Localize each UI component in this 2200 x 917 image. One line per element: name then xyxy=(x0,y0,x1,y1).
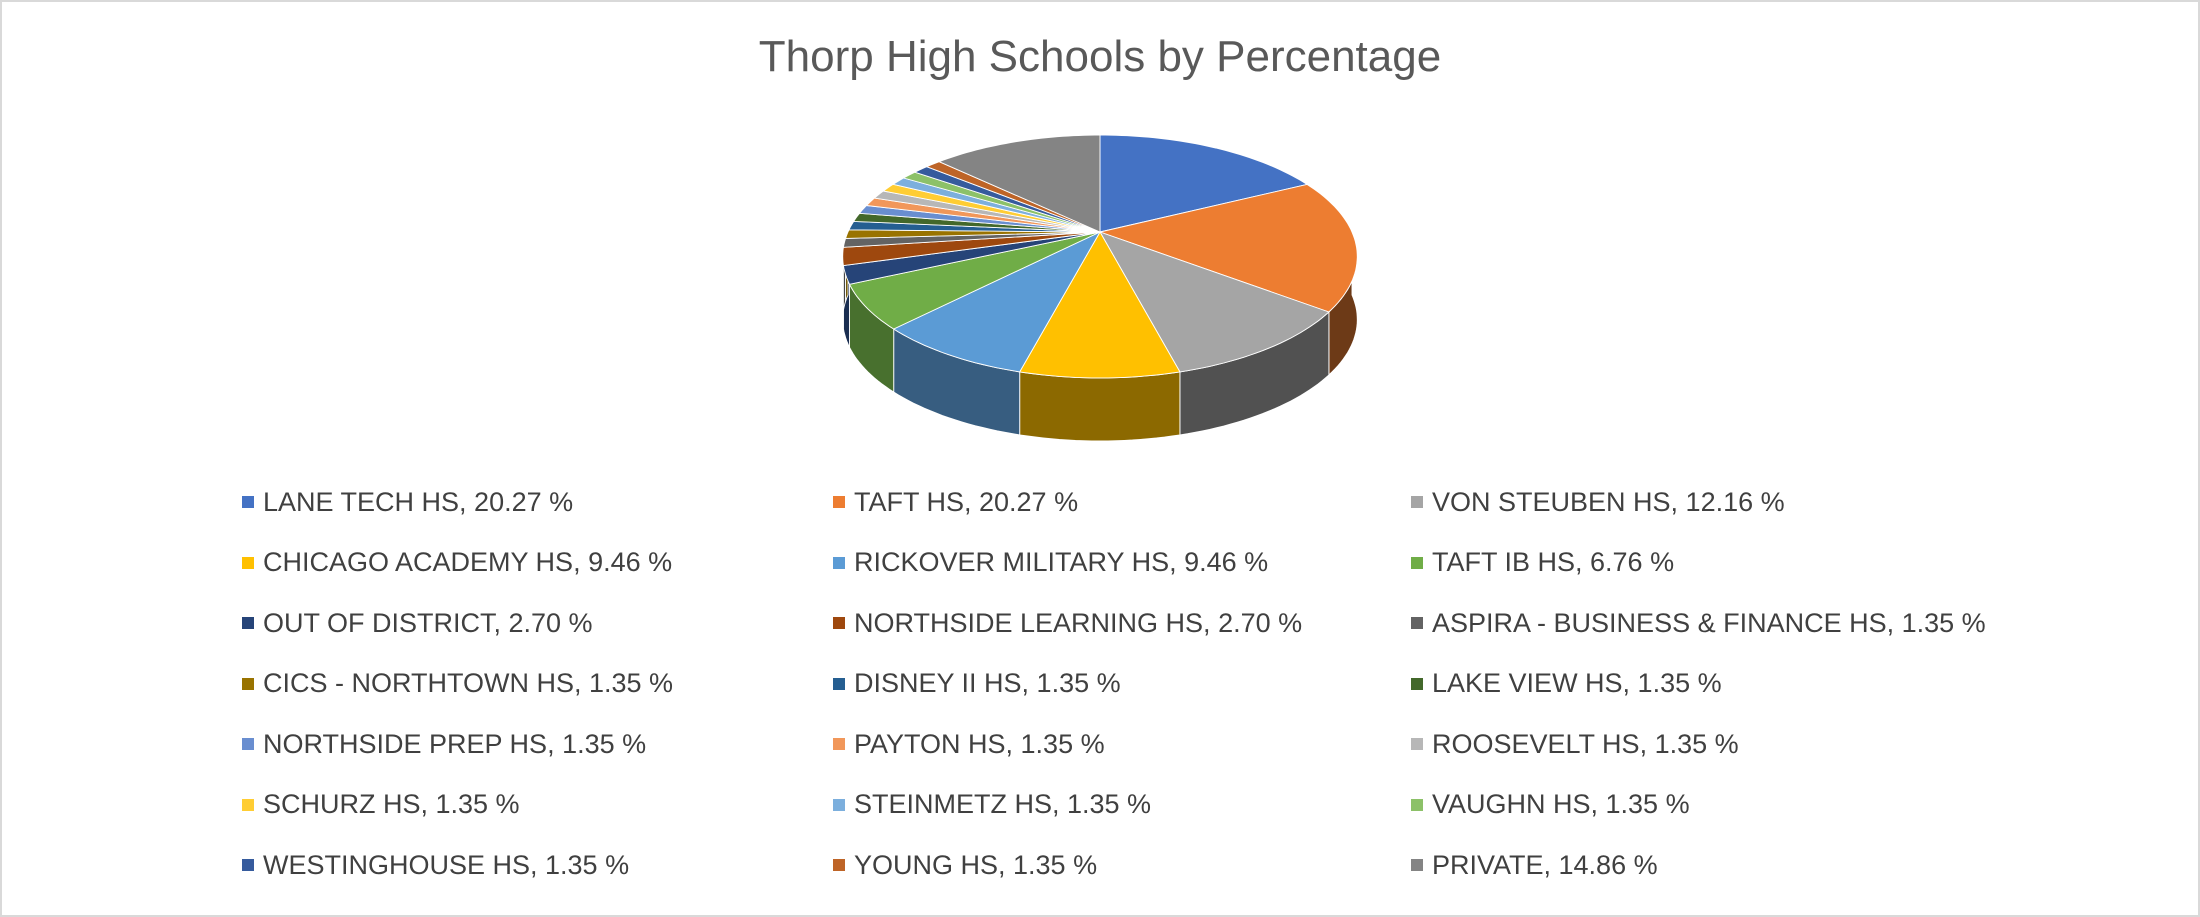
legend-label: NORTHSIDE LEARNING HS, 2.70 % xyxy=(854,607,1303,638)
legend-swatch-icon xyxy=(242,556,254,569)
legend-label: TAFT HS, 20.27 % xyxy=(854,486,1079,517)
legend-item: ASPIRA - BUSINESS & FINANCE HS, 1.35 % xyxy=(1411,607,1986,639)
legend-label: RICKOVER MILITARY HS, 9.46 % xyxy=(854,547,1269,577)
legend-item: YOUNG HS, 1.35 % xyxy=(833,849,1097,881)
legend-swatch-icon xyxy=(242,738,254,750)
legend-label: YOUNG HS, 1.35 % xyxy=(854,849,1098,880)
legend-item: OUT OF DISTRICT, 2.70 % xyxy=(242,607,593,639)
pie-slice-7 xyxy=(842,231,1101,285)
legend-item: CICS - NORTHTOWN HS, 1.35 % xyxy=(242,668,673,700)
legend-item: PRIVATE, 14.86 % xyxy=(1411,849,1658,881)
legend-item: RICKOVER MILITARY HS, 9.46 % xyxy=(833,547,1268,579)
legend-swatch-icon xyxy=(833,556,845,569)
legend-swatch-icon xyxy=(833,738,845,750)
legend-label: ASPIRA - BUSINESS & FINANCE HS, 1.35 % xyxy=(1432,607,1986,638)
legend-item: NORTHSIDE PREP HS, 1.35 % xyxy=(242,728,646,760)
legend-label: LANE TECH HS, 20.27 % xyxy=(263,486,574,517)
legend-swatch-icon xyxy=(833,496,845,508)
legend-item: WESTINGHOUSE HS, 1.35 % xyxy=(242,849,629,881)
legend-item: LANE TECH HS, 20.27 % xyxy=(242,486,573,518)
legend-swatch-icon xyxy=(1411,859,1423,871)
legend-swatch-icon xyxy=(1411,677,1423,690)
legend-label: NORTHSIDE PREP HS, 1.35 % xyxy=(263,728,647,759)
legend-item: NORTHSIDE LEARNING HS, 2.70 % xyxy=(833,607,1302,639)
legend-label: CHICAGO ACADEMY HS, 9.46 % xyxy=(263,547,673,577)
legend-label: STEINMETZ HS, 1.35 % xyxy=(854,789,1152,819)
pie-slice-2 xyxy=(1099,183,1358,313)
legend-label: PRIVATE, 14.86 % xyxy=(1432,849,1658,880)
legend-item: ROOSEVELT HS, 1.35 % xyxy=(1411,728,1739,760)
legend-item: VAUGHN HS, 1.35 % xyxy=(1411,789,1690,821)
legend-swatch-icon xyxy=(242,859,254,871)
pie-slice-4 xyxy=(1019,231,1181,379)
legend-label: SCHURZ HS, 1.35 % xyxy=(263,789,520,819)
legend-label: PAYTON HS, 1.35 % xyxy=(854,728,1105,759)
legend-swatch-icon xyxy=(1411,798,1423,811)
chart-title: Thorp High Schools by Percentage xyxy=(758,32,1442,81)
legend-item: TAFT HS, 20.27 % xyxy=(833,486,1078,518)
legend-swatch-icon xyxy=(833,859,845,871)
pie-slice-1 xyxy=(1099,134,1308,233)
pie-slice-8 xyxy=(842,231,1101,267)
legend-item: CHICAGO ACADEMY HS, 9.46 % xyxy=(242,547,672,579)
legend-label: VON STEUBEN HS, 12.16 % xyxy=(1432,486,1785,517)
pie-slice-6 xyxy=(849,231,1101,330)
legend-item: SCHURZ HS, 1.35 % xyxy=(242,789,520,821)
legend-item: VON STEUBEN HS, 12.16 % xyxy=(1411,486,1785,518)
legend-label: OUT OF DISTRICT, 2.70 % xyxy=(263,607,593,638)
pie-slice-3 xyxy=(1099,231,1330,373)
legend-item: PAYTON HS, 1.35 % xyxy=(833,728,1105,760)
legend-swatch-icon xyxy=(1411,496,1423,508)
legend-swatch-icon xyxy=(1411,617,1423,629)
legend-label: DISNEY II HS, 1.35 % xyxy=(854,668,1121,698)
legend-swatch-icon xyxy=(833,798,845,811)
pie-slice-5 xyxy=(893,231,1101,373)
pie-slice-21 xyxy=(938,134,1101,233)
legend-label: CICS - NORTHTOWN HS, 1.35 % xyxy=(263,668,674,698)
legend-swatch-icon xyxy=(833,677,845,690)
legend-label: LAKE VIEW HS, 1.35 % xyxy=(1432,668,1722,698)
legend-item: LAKE VIEW HS, 1.35 % xyxy=(1411,668,1722,700)
legend-swatch-icon xyxy=(242,617,254,629)
legend-label: ROOSEVELT HS, 1.35 % xyxy=(1432,728,1739,759)
legend-label: VAUGHN HS, 1.35 % xyxy=(1432,789,1690,819)
legend-swatch-icon xyxy=(833,617,845,629)
legend-label: WESTINGHOUSE HS, 1.35 % xyxy=(263,849,630,880)
legend-swatch-icon xyxy=(1411,738,1423,750)
pie-slice-side-4 xyxy=(1019,371,1181,442)
legend-item: TAFT IB HS, 6.76 % xyxy=(1411,547,1674,579)
legend-label: TAFT IB HS, 6.76 % xyxy=(1432,547,1675,577)
legend-swatch-icon xyxy=(242,798,254,811)
legend-swatch-icon xyxy=(242,677,254,690)
legend-swatch-icon xyxy=(1411,556,1423,569)
legend-item: STEINMETZ HS, 1.35 % xyxy=(833,789,1151,821)
legend-item: DISNEY II HS, 1.35 % xyxy=(833,668,1121,700)
legend-swatch-icon xyxy=(242,496,254,508)
